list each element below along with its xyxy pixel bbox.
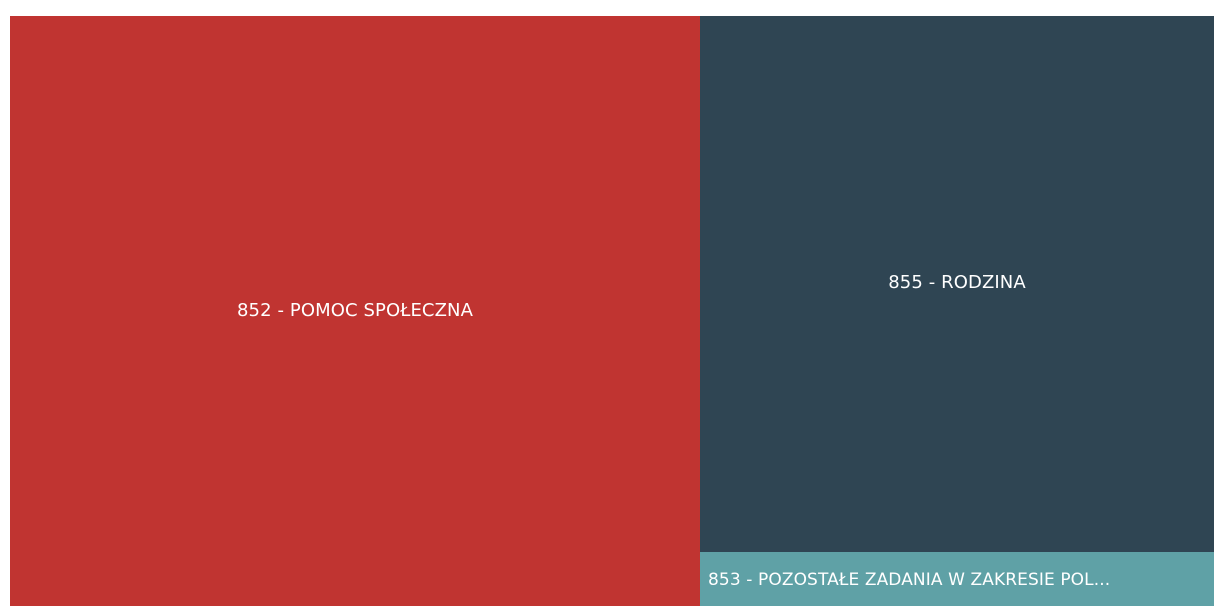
treemap-tile-label-855: 855 - RODZINA xyxy=(888,272,1026,293)
treemap-tile-853[interactable]: 853 - POZOSTAŁE ZADANIA W ZAKRESIE POL..… xyxy=(700,552,1214,606)
treemap-tile-855[interactable]: 855 - RODZINA xyxy=(700,16,1214,552)
treemap-tile-label-853: 853 - POZOSTAŁE ZADANIA W ZAKRESIE POL..… xyxy=(708,570,1111,590)
treemap-tile-852[interactable]: 852 - POMOC SPOŁECZNA xyxy=(10,16,700,606)
treemap: 852 - POMOC SPOŁECZNA 855 - RODZINA 853 … xyxy=(10,16,1214,606)
treemap-tile-label-852: 852 - POMOC SPOŁECZNA xyxy=(236,300,474,321)
